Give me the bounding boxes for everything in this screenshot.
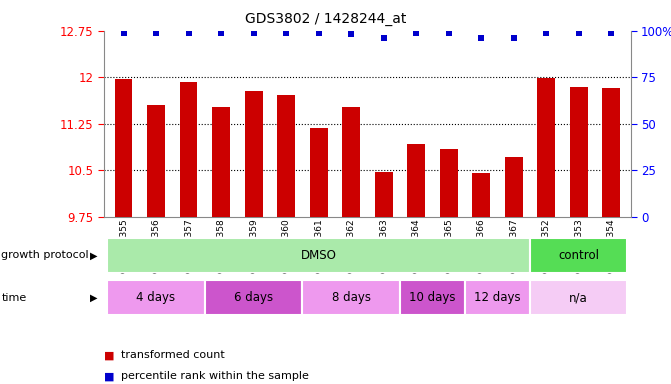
Point <box>215 30 226 36</box>
Bar <box>115 79 132 217</box>
Point <box>606 30 617 36</box>
Point <box>346 31 356 38</box>
Text: transformed count: transformed count <box>121 350 225 360</box>
Text: GDS3802 / 1428244_at: GDS3802 / 1428244_at <box>244 12 406 25</box>
Bar <box>465 280 530 315</box>
Bar <box>530 280 627 315</box>
Bar <box>537 78 555 217</box>
Point <box>151 30 162 36</box>
Text: DMSO: DMSO <box>301 249 337 262</box>
Point <box>509 35 519 41</box>
Point <box>444 30 454 36</box>
Bar <box>342 107 360 217</box>
Bar <box>440 149 458 217</box>
Point <box>280 30 291 36</box>
Text: ■: ■ <box>104 350 115 360</box>
Point <box>573 30 584 36</box>
Bar <box>472 173 490 217</box>
Point <box>411 30 421 36</box>
Bar <box>212 107 230 217</box>
Bar <box>205 280 303 315</box>
Text: growth protocol: growth protocol <box>1 250 89 260</box>
Text: n/a: n/a <box>569 291 588 304</box>
Bar <box>245 91 262 217</box>
Point <box>476 35 486 41</box>
Point <box>248 30 259 36</box>
Text: 12 days: 12 days <box>474 291 521 304</box>
Point <box>541 30 552 36</box>
Bar <box>180 82 197 217</box>
Bar <box>303 280 400 315</box>
Bar <box>407 144 425 217</box>
Bar <box>603 88 620 217</box>
Text: percentile rank within the sample: percentile rank within the sample <box>121 371 309 381</box>
Point <box>183 30 194 36</box>
Text: 10 days: 10 days <box>409 291 456 304</box>
Point <box>118 30 129 36</box>
Bar <box>505 157 523 217</box>
Text: 6 days: 6 days <box>234 291 273 304</box>
Bar <box>570 87 588 217</box>
Text: ▶: ▶ <box>90 293 97 303</box>
Text: ▶: ▶ <box>90 250 97 260</box>
Bar <box>400 280 465 315</box>
Bar <box>107 280 205 315</box>
Bar <box>147 105 165 217</box>
Text: ■: ■ <box>104 371 115 381</box>
Point <box>313 30 324 36</box>
Bar <box>530 238 627 273</box>
Bar <box>107 238 530 273</box>
Text: 4 days: 4 days <box>136 291 176 304</box>
Bar <box>309 127 327 217</box>
Point <box>378 35 389 41</box>
Text: control: control <box>558 249 599 262</box>
Text: time: time <box>1 293 27 303</box>
Text: 8 days: 8 days <box>331 291 370 304</box>
Bar <box>374 172 393 217</box>
Bar <box>277 95 295 217</box>
